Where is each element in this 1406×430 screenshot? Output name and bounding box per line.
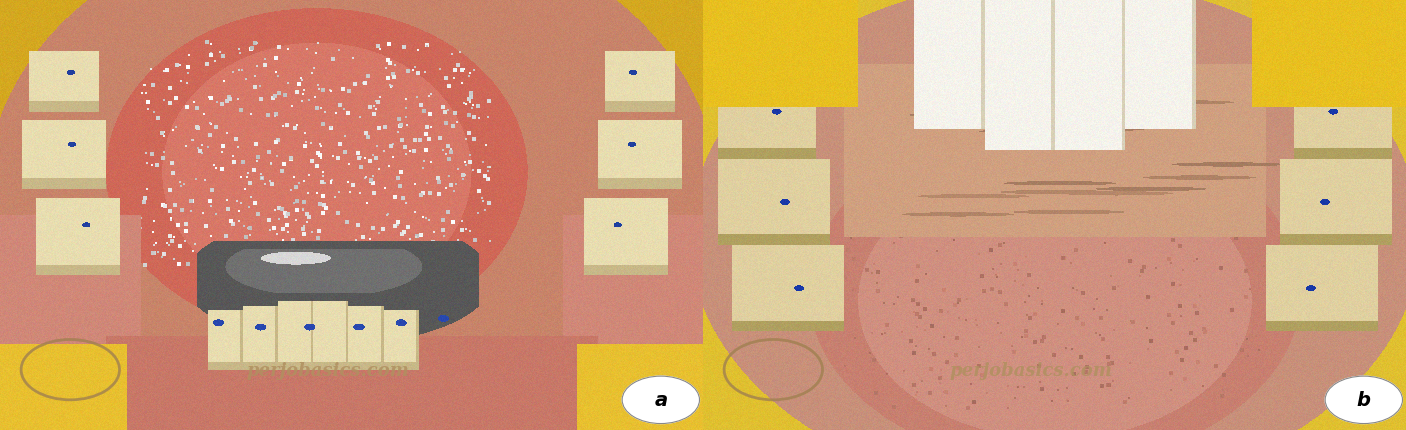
Text: a: a xyxy=(654,390,668,409)
Circle shape xyxy=(1324,376,1402,424)
Text: perjobasics.com: perjobasics.com xyxy=(949,361,1112,379)
Text: b: b xyxy=(1357,390,1371,409)
Circle shape xyxy=(621,376,699,424)
Text: perjobasics.com: perjobasics.com xyxy=(246,361,409,379)
